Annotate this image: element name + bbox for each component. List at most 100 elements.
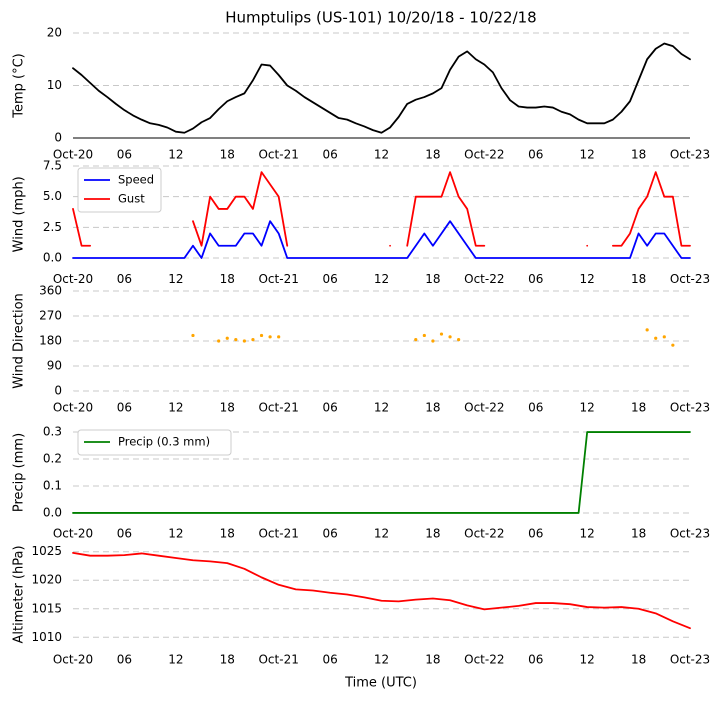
x-tick-label: 12 xyxy=(374,272,389,286)
x-tick-label: 12 xyxy=(168,653,183,667)
scatter-point xyxy=(457,338,461,342)
scatter-point xyxy=(662,335,666,339)
scatter-point xyxy=(191,333,195,338)
x-tick-label: 06 xyxy=(117,272,132,286)
x-tick-label: Oct-22 xyxy=(464,527,504,541)
series-line xyxy=(72,431,691,514)
x-tick-label: 06 xyxy=(528,653,543,667)
y-tick-label: 2.5 xyxy=(43,220,62,234)
y-tick-label: 20 xyxy=(47,26,62,40)
x-tick-label: 06 xyxy=(117,401,132,415)
x-tick-label: 12 xyxy=(374,401,389,415)
scatter-point xyxy=(259,333,264,338)
x-tick-label: Oct-21 xyxy=(258,401,298,415)
x-tick-label: 12 xyxy=(168,401,183,415)
x-tick-label: Oct-22 xyxy=(464,148,504,162)
series-line xyxy=(72,220,691,259)
x-tick-label: 12 xyxy=(168,527,183,541)
y-axis-label: Altimeter (hPa) xyxy=(12,545,27,643)
x-tick-label: 18 xyxy=(220,401,235,415)
x-tick-label: 12 xyxy=(580,148,595,162)
legend: Speed Gust xyxy=(77,167,162,213)
x-tick-label: 18 xyxy=(425,653,440,667)
y-axis-label: Wind Direction xyxy=(12,293,27,389)
x-tick-label: 12 xyxy=(580,527,595,541)
legend-label: Speed xyxy=(118,173,154,187)
x-tick-label: Oct-20 xyxy=(53,272,93,286)
x-tick-label: Oct-22 xyxy=(464,272,504,286)
series-line xyxy=(72,171,691,247)
legend-label: Precip (0.3 mm) xyxy=(118,435,210,449)
legend-box xyxy=(77,167,162,213)
y-tick-label: 360 xyxy=(39,284,62,298)
y-tick-label: 270 xyxy=(39,309,62,323)
legend: Precip (0.3 mm) xyxy=(77,429,232,456)
x-tick-label: 06 xyxy=(528,401,543,415)
scatter-point xyxy=(422,333,426,338)
y-tick-label: 10 xyxy=(47,78,62,92)
x-tick-label: 06 xyxy=(117,148,132,162)
legend-box xyxy=(77,429,232,456)
y-tick-label: 0 xyxy=(54,131,62,145)
x-tick-label: 12 xyxy=(168,272,183,286)
scatter-point xyxy=(251,338,255,342)
x-tick-label: Oct-23 xyxy=(670,148,710,162)
y-tick-label: 5.0 xyxy=(43,189,62,203)
x-tick-label: 06 xyxy=(528,272,543,286)
x-tick-label: 06 xyxy=(117,527,132,541)
x-tick-label: Oct-23 xyxy=(670,653,710,667)
x-tick-label: 06 xyxy=(322,148,337,162)
x-tick-label: 12 xyxy=(168,148,183,162)
x-tick-label: 18 xyxy=(425,527,440,541)
scatter-point xyxy=(277,335,281,339)
x-tick-label: 18 xyxy=(631,148,646,162)
y-tick-label: 1025 xyxy=(31,544,62,558)
y-tick-label: 0.2 xyxy=(43,452,62,466)
y-axis-label: Temp (°C) xyxy=(12,53,27,119)
x-tick-label: Oct-22 xyxy=(464,653,504,667)
x-tick-label: 06 xyxy=(528,148,543,162)
x-tick-label: 18 xyxy=(220,653,235,667)
chart-title: Humptulips (US-101) 10/20/18 - 10/22/18 xyxy=(225,9,536,27)
scatter-point xyxy=(234,338,238,342)
x-tick-label: 18 xyxy=(425,272,440,286)
series-line xyxy=(72,42,691,134)
x-tick-label: Oct-23 xyxy=(670,401,710,415)
x-tick-label: 12 xyxy=(374,148,389,162)
y-tick-label: 0 xyxy=(54,384,62,398)
x-tick-label: 06 xyxy=(322,272,337,286)
y-tick-label: 1020 xyxy=(31,573,62,587)
x-tick-label: 06 xyxy=(322,527,337,541)
scatter-point xyxy=(654,336,658,340)
x-tick-label: Oct-21 xyxy=(258,272,298,286)
y-tick-label: 1015 xyxy=(31,601,62,615)
x-tick-label: Oct-20 xyxy=(53,653,93,667)
scatter-point xyxy=(671,343,675,347)
y-axis-label: Wind (mph) xyxy=(12,176,27,252)
x-tick-label: 18 xyxy=(631,401,646,415)
scatter-point xyxy=(217,339,221,343)
scatter-point xyxy=(439,332,444,336)
x-tick-label: 06 xyxy=(528,527,543,541)
x-tick-label: 12 xyxy=(374,653,389,667)
scatter-point xyxy=(414,338,418,342)
x-tick-label: 06 xyxy=(322,401,337,415)
scatter-point xyxy=(268,335,272,339)
x-tick-label: 18 xyxy=(631,272,646,286)
scatter-point xyxy=(242,339,246,343)
legend-label: Gust xyxy=(118,192,145,206)
x-tick-label: 18 xyxy=(220,272,235,286)
x-tick-label: 18 xyxy=(220,148,235,162)
x-tick-label: Oct-21 xyxy=(258,148,298,162)
y-tick-label: 0.1 xyxy=(43,478,62,492)
y-tick-label: 90 xyxy=(47,359,62,373)
x-tick-label: 18 xyxy=(425,148,440,162)
y-tick-label: 0.0 xyxy=(43,251,62,265)
x-tick-label: 12 xyxy=(580,401,595,415)
x-tick-label: Oct-21 xyxy=(258,653,298,667)
x-tick-label: 18 xyxy=(425,401,440,415)
x-tick-label: 06 xyxy=(117,653,132,667)
y-tick-label: 0.0 xyxy=(43,505,62,519)
